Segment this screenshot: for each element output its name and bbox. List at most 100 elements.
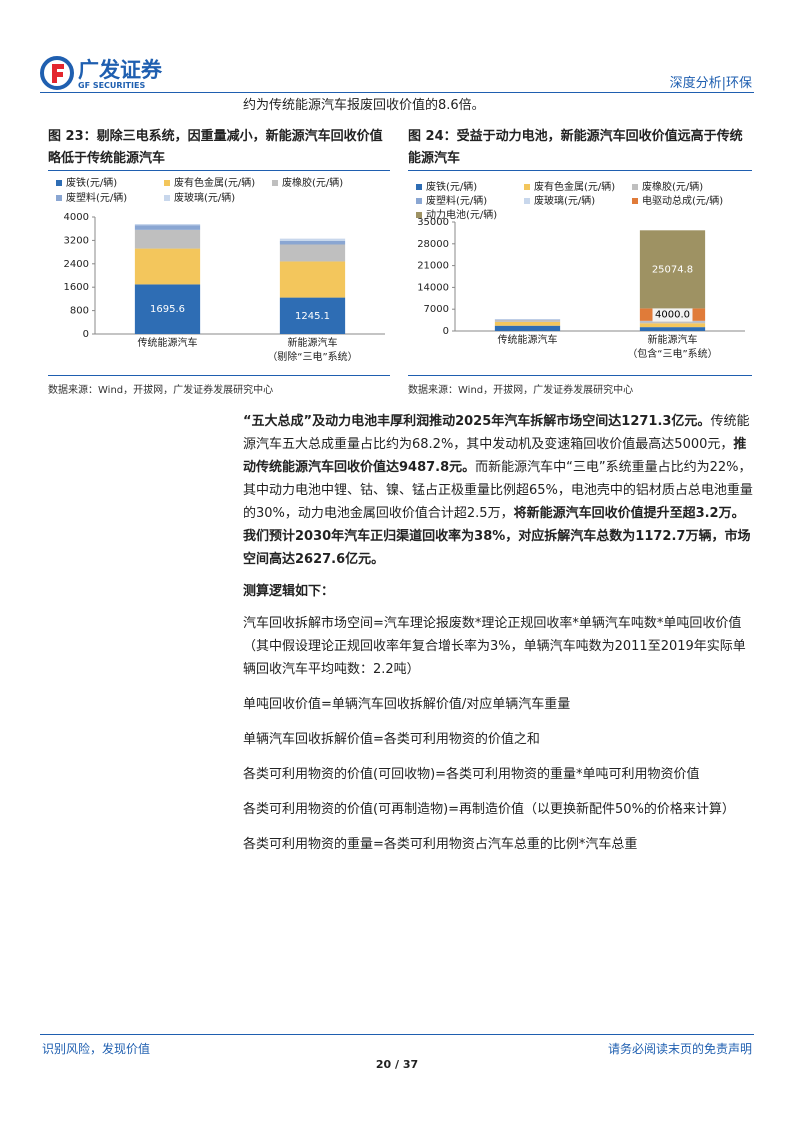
y-tick-label: 21000 [417, 261, 449, 272]
formula: 单辆汽车回收拆解价值=各类可利用物资的价值之和 [243, 732, 540, 747]
logic-title: 测算逻辑如下： [243, 584, 335, 599]
legend-label: 废橡胶(元/辆) [282, 176, 343, 189]
legend-label: 废塑料(元/辆) [66, 191, 127, 204]
y-tick-label: 14000 [417, 282, 449, 293]
logo-en: GF SECURITIES [78, 81, 146, 90]
rule [48, 375, 390, 376]
footer-left: 识别风险，发现价值 [42, 1042, 151, 1056]
formula: 各类可利用物资的价值(可回收物)=各类可利用物资的重量*单吨可利用物资价值 [243, 767, 700, 782]
legend-label: 废有色金属(元/辆) [534, 180, 615, 193]
text-run: 而新能源汽车中“三电”系统重量占比约为22%，其中动力电池中锂、钴、镍、锰占正极… [243, 460, 753, 521]
x-tick-label: 传统能源汽车 [137, 338, 198, 349]
logo-icon [40, 56, 74, 90]
legend-label: 废玻璃(元/辆) [534, 194, 595, 207]
category: 传统能源汽车 [137, 338, 198, 349]
y-tick-label: 4000 [64, 212, 89, 223]
data-label: 4000.0 [655, 310, 690, 321]
category: 传统能源汽车 [497, 335, 558, 346]
y-tick-label: 1600 [64, 282, 89, 293]
bar-segment [639, 323, 706, 328]
label-box [652, 307, 693, 322]
source: 数据来源：Wind，开拔网，广发证券发展研究中心 [408, 385, 634, 396]
bar-segment [639, 321, 706, 324]
legend-swatch [632, 198, 638, 204]
bar-segment [279, 297, 346, 334]
bar-segment [279, 240, 346, 245]
x-tick-label: 传统能源汽车 [497, 335, 558, 346]
y-tick-label: 3200 [64, 235, 89, 246]
legend-swatch [272, 180, 278, 186]
legend-label: 废玻璃(元/辆) [174, 191, 235, 204]
bar-segment [134, 284, 201, 334]
legend-swatch [416, 198, 422, 204]
y-tick-label: 7000 [424, 304, 449, 315]
data-label: 25074.8 [652, 264, 693, 275]
y-tick-label: 0 [83, 329, 89, 340]
category: 新能源汽车 （剔除“三电”系统） [267, 338, 358, 363]
legend-swatch [56, 180, 62, 186]
page-number: 20 / 37 [375, 1058, 419, 1071]
footer-rule [40, 1034, 754, 1035]
legend-label: 废铁(元/辆) [426, 180, 477, 193]
logo-cn: 广发证券 [78, 58, 162, 82]
bar-segment [134, 225, 201, 230]
formulas: 汽车回收拆解市场空间=汽车理论报废数*理论正规回收率*单辆汽车吨数*单吨回收价值… [243, 612, 753, 868]
legend-swatch [632, 184, 638, 190]
bar-segment [279, 261, 346, 298]
bar-segment [279, 244, 346, 262]
chart: 废铁(元/辆) 废有色金属(元/辆) 废橡胶(元/辆) 废塑料(元/辆) 废玻璃(元/辆… [416, 180, 745, 360]
y-tick-label: 2400 [64, 259, 89, 270]
section: 深度分析|环保 [669, 76, 752, 91]
text-run: 将新能源汽车回收价值提升至超3.2万。我们预计2030年汽车正归渠道回收率为38… [243, 506, 751, 567]
y-tick-label: 28000 [417, 239, 449, 250]
bar-segment [639, 230, 706, 309]
legend-label: 电驱动总成(元/辆) [642, 194, 723, 207]
bar-segment [494, 325, 561, 331]
rule [408, 375, 752, 376]
bar-segment [134, 248, 201, 285]
footer-right: 请务必阅读末页的免责声明 [607, 1042, 752, 1056]
bar-segment [134, 224, 201, 226]
header-rule [40, 92, 754, 93]
y-tick-label: 35000 [417, 217, 449, 228]
formula: 各类可利用物资的价值(可再制造物)=再制造价值（以更换新配件50%的价格来计算） [243, 802, 735, 817]
legend-swatch [56, 195, 62, 201]
figure-title: 图 24：受益于动力电池，新能源汽车回收价值远高于传统能源汽车 [408, 129, 743, 166]
legend-label: 废橡胶(元/辆) [642, 180, 703, 193]
bar-segment [639, 327, 706, 331]
legend-swatch [164, 195, 170, 201]
y-tick-label: 0 [443, 326, 449, 337]
legend-swatch [164, 180, 170, 186]
rule [408, 170, 752, 171]
legend-label: 废铁(元/辆) [66, 176, 117, 189]
text-run: “五大总成”及动力电池丰厚利润推动2025年汽车拆解市场空间达1271.3亿元。 [243, 414, 711, 429]
bar-segment [279, 238, 346, 241]
legend-swatch [524, 198, 530, 204]
y-tick-label: 800 [70, 306, 89, 317]
intro: 约为传统能源汽车报废回收价值的8.6倍。 [243, 98, 485, 113]
text-run: 传统能源汽车五大总成重量占比约为68.2%，其中发动机及变速箱回收价值最高达50… [243, 414, 750, 452]
formula: 单吨回收价值=单辆汽车回收拆解价值/对应单辆汽车重量 [243, 697, 571, 712]
bar-segment [494, 319, 561, 322]
paragraph: “五大总成”及动力电池丰厚利润推动2025年汽车拆解市场空间达1271.3亿元。… [243, 410, 753, 571]
data-label: 1695.6 [150, 304, 185, 315]
formula: 各类可利用物资的重量=各类可利用物资占汽车总重的比例*汽车总重 [243, 837, 638, 852]
legend-swatch [524, 184, 530, 190]
bar-segment [134, 229, 201, 249]
data-label: 1245.1 [295, 311, 330, 322]
rule [48, 170, 390, 171]
formula: 汽车回收拆解市场空间=汽车理论报废数*理论正规回收率*单辆汽车吨数*单吨回收价值… [243, 616, 746, 677]
x-tick-label: 新能源汽车 （剔除“三电”系统） [267, 338, 358, 363]
x-tick-label: 新能源汽车 （包含“三电”系统） [627, 335, 718, 360]
source: 数据来源：Wind，开拔网，广发证券发展研究中心 [48, 385, 274, 396]
bar-segment [494, 321, 561, 326]
category: 新能源汽车 （包含“三电”系统） [627, 335, 718, 360]
legend-label: 废塑料(元/辆) [426, 194, 487, 207]
legend-label: 废有色金属(元/辆) [174, 176, 255, 189]
legend-swatch [416, 184, 422, 190]
text-run: 推动传统能源汽车回收价值达9487.8元。 [243, 437, 747, 475]
legend-swatch [416, 212, 422, 218]
figure-title: 图 23：剔除三电系统，因重量减小，新能源汽车回收价值略低于传统能源汽车 [48, 129, 383, 166]
legend-label: 动力电池(元/辆) [426, 208, 497, 221]
